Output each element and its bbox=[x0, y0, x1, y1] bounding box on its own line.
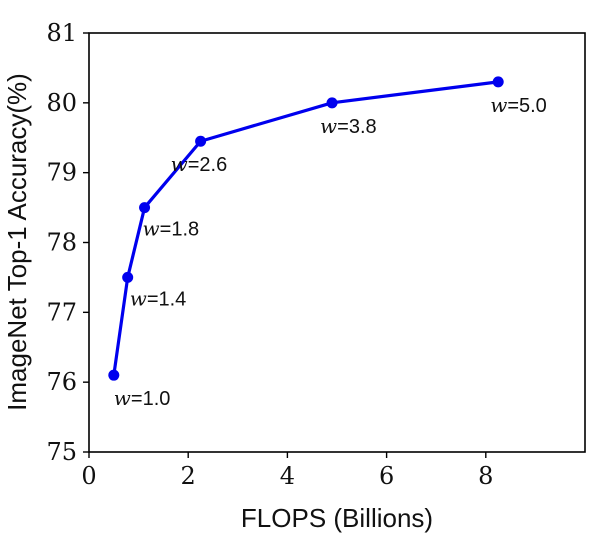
series-layer bbox=[108, 76, 504, 381]
data-point bbox=[492, 76, 504, 88]
y-tick-label: 81 bbox=[46, 19, 77, 47]
point-label: w=1.8 bbox=[143, 217, 200, 241]
x-axis: 0 2 4 6 8 bbox=[81, 452, 493, 490]
y-tick-label: 75 bbox=[46, 438, 77, 466]
x-tick-label: 2 bbox=[181, 462, 196, 490]
x-tick-label: 4 bbox=[280, 462, 295, 490]
y-tick-label: 79 bbox=[46, 159, 77, 187]
point-label: w=2.6 bbox=[171, 152, 228, 176]
point-labels: w=1.0 w=1.4 w=1.8 w=2.6 w=3.8 w=5.0 bbox=[114, 93, 547, 410]
data-point bbox=[139, 202, 151, 214]
x-axis-label: FLOPS (Billions) bbox=[241, 503, 433, 533]
y-axis-label: ImageNet Top-1 Accuracy(%) bbox=[2, 73, 32, 411]
x-tick-label: 8 bbox=[478, 462, 493, 490]
data-point bbox=[195, 135, 207, 147]
x-tick-label: 6 bbox=[379, 462, 394, 490]
point-label: w=5.0 bbox=[490, 93, 547, 117]
y-tick-label: 76 bbox=[46, 368, 77, 396]
y-tick-label: 80 bbox=[46, 89, 77, 117]
data-point bbox=[108, 369, 120, 381]
y-tick-label: 77 bbox=[46, 298, 77, 326]
point-label: w=1.0 bbox=[114, 386, 171, 410]
y-tick-label: 78 bbox=[46, 229, 77, 257]
x-tick-label: 0 bbox=[81, 462, 96, 490]
point-label: w=1.4 bbox=[130, 286, 187, 310]
data-point bbox=[326, 97, 338, 109]
data-point bbox=[122, 271, 134, 283]
series-line bbox=[112, 80, 499, 376]
y-axis: 75 76 77 78 79 80 81 bbox=[46, 19, 89, 466]
point-label: w=3.8 bbox=[320, 114, 377, 138]
